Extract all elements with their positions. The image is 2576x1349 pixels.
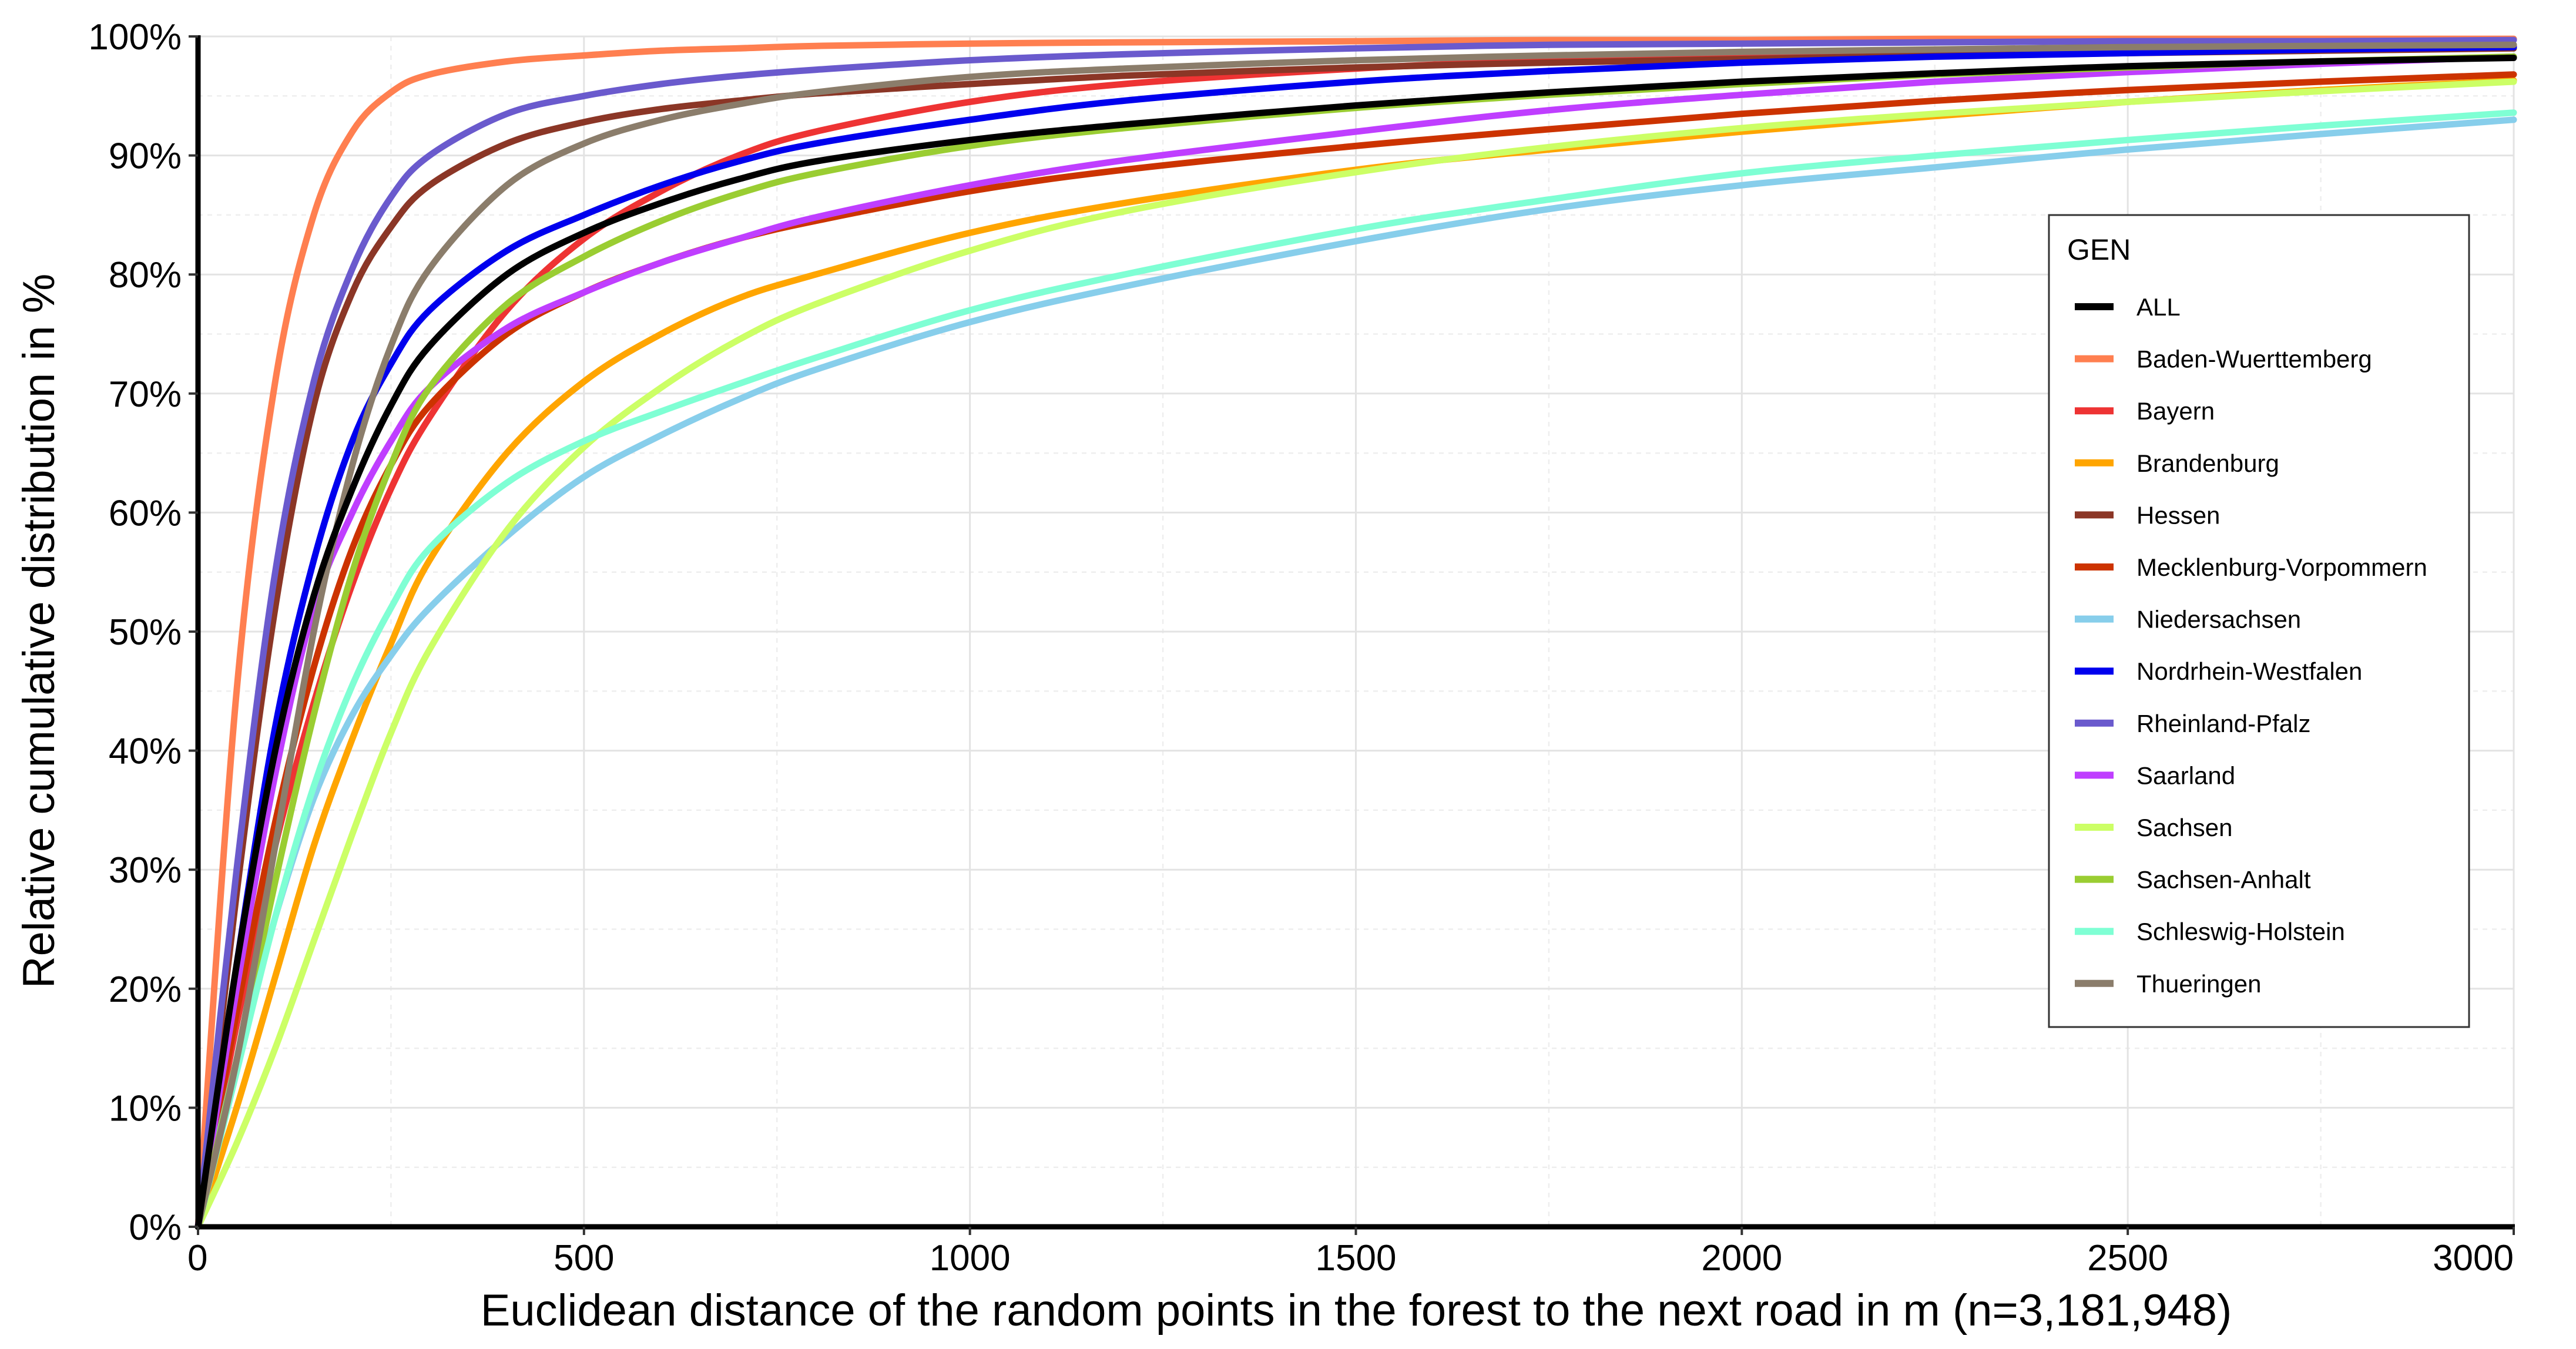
legend-label-saarland: Saarland: [2136, 761, 2235, 789]
y-axis-title: Relative cumulative distribution in %: [14, 274, 64, 989]
legend-label-thueringen: Thueringen: [2136, 970, 2261, 998]
legend-label-sachsen: Sachsen: [2136, 814, 2232, 841]
y-tick-label: 80%: [109, 255, 182, 296]
legend-label-schleswig-holstein: Schleswig-Holstein: [2136, 918, 2345, 945]
x-tick-label: 1000: [930, 1238, 1011, 1278]
x-tick-label: 2500: [2087, 1238, 2168, 1278]
series-line-thueringen: [194, 41, 2517, 1230]
series-layer: [194, 35, 2517, 1230]
x-tick-labels: 0 500 1000 1500 2000 2500 3000: [187, 1227, 2515, 1278]
series-line-saarland: [194, 53, 2517, 1230]
legend-label-hessen: Hessen: [2136, 501, 2220, 529]
x-tick-label: 500: [554, 1238, 614, 1278]
y-tick-label: 30%: [109, 850, 182, 891]
series-line-sachsen: [194, 78, 2517, 1230]
series-line-all: [194, 55, 2517, 1230]
y-tick-label: 70%: [109, 374, 182, 415]
x-axis-title: Euclidean distance of the random points …: [481, 1286, 2232, 1335]
x-tick-label: 0: [187, 1238, 207, 1278]
legend-label-nordrhein-westfalen: Nordrhein-Westfalen: [2136, 657, 2362, 685]
legend-label-rheinland-pfalz: Rheinland-Pfalz: [2136, 710, 2311, 737]
x-tick-label: 2000: [1701, 1238, 1782, 1278]
series-line-niedersachsen: [194, 116, 2517, 1230]
legend-items: ALL Baden-Wuerttemberg Bayern Brandenburg He…: [2075, 293, 2427, 998]
legend-box: [2048, 214, 2470, 1028]
legend-label-sachsen-anhalt: Sachsen-Anhalt: [2136, 866, 2311, 894]
legend-label-mecklenburg-vorpommern: Mecklenburg-Vorpommern: [2136, 553, 2427, 581]
y-tick-label: 60%: [109, 493, 182, 533]
y-tick-label: 40%: [109, 731, 182, 772]
legend-label-all: ALL: [2136, 293, 2181, 321]
legend-label-baden-wuerttemberg: Baden-Wuerttemberg: [2136, 345, 2372, 373]
y-tick-label: 90%: [109, 136, 182, 177]
legend-label-niedersachsen: Niedersachsen: [2136, 606, 2301, 633]
y-tick-labels: 0% 10% 20% 30% 40% 50% 60% 70% 80% 90% 100%: [88, 17, 198, 1248]
legend: GEN ALL Baden-Wuerttemberg Bayern Brandenbu…: [2048, 214, 2470, 1028]
y-tick-label: 0%: [129, 1207, 182, 1248]
legend-label-brandenburg: Brandenburg: [2136, 449, 2279, 477]
y-tick-label: 50%: [109, 612, 182, 653]
series-line-schleswig-holstein: [194, 109, 2517, 1230]
series-line-mecklenburg-vorpommern: [194, 71, 2517, 1230]
legend-label-bayern: Bayern: [2136, 397, 2215, 425]
y-tick-label: 10%: [109, 1088, 182, 1129]
series-line-rheinland-pfalz: [194, 36, 2517, 1230]
legend-title: GEN: [2067, 233, 2131, 266]
y-tick-label: 100%: [88, 17, 182, 58]
x-tick-label: 1500: [1316, 1238, 1397, 1278]
x-tick-label: 3000: [2433, 1238, 2514, 1278]
series-line-baden-wuerttemberg: [194, 35, 2517, 1230]
y-tick-label: 20%: [109, 969, 182, 1010]
series-line-nordrhein-westfalen: [194, 43, 2517, 1230]
